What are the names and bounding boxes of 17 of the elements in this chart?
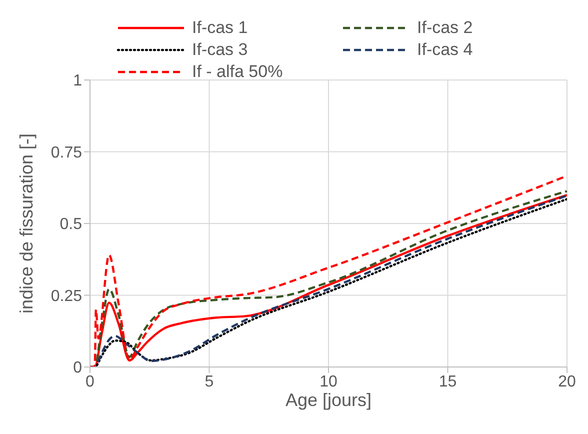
x-tick-label: 5	[204, 373, 214, 390]
y-tick-label: 0.75	[50, 144, 82, 162]
x-axis-title: Age [jours]	[285, 390, 372, 410]
legend-label: If-cas 3	[192, 40, 248, 60]
y-axis-title: indice de fissuration [-]	[16, 133, 36, 314]
y-tick-label: 0.25	[50, 288, 82, 305]
y-tick-label: 0	[73, 360, 82, 377]
x-tick-label: 20	[558, 373, 576, 390]
x-tick-label: 0	[86, 373, 95, 390]
x-tick-label: 10	[320, 373, 338, 390]
legend-label: If-cas 4	[417, 40, 473, 60]
y-tick-label: 0.5	[60, 216, 82, 234]
legend-label: If-cas 1	[192, 18, 248, 38]
legend-label: If - alfa 50%	[192, 62, 283, 82]
x-tick-label: 15	[438, 373, 457, 390]
y-tick-label: 1	[73, 72, 82, 90]
legend-label: If-cas 2	[417, 18, 473, 38]
